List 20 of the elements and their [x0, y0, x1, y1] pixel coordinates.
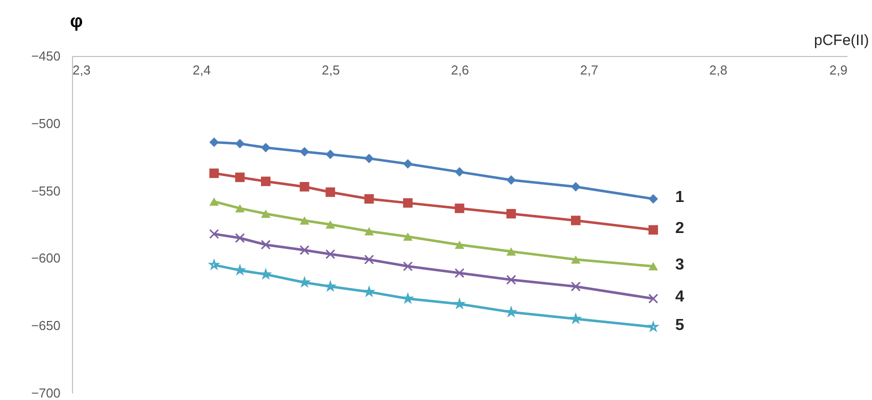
series-label: 3	[675, 256, 684, 274]
y-tick-label: −650	[31, 318, 60, 334]
x-tick-label: 2,7	[580, 62, 598, 78]
x-tick-label: 2,5	[322, 62, 340, 78]
series-label: 4	[675, 288, 684, 306]
x-tick-label: 2,6	[450, 62, 470, 78]
series-label: 5	[675, 316, 684, 334]
series-label: 1	[675, 188, 684, 206]
y-tick-label: −600	[31, 250, 60, 266]
x-tick-label: 2,9	[829, 62, 848, 78]
x-axis-title: pCFe(II)	[814, 32, 869, 49]
x-tick-label: 2,4	[192, 62, 211, 78]
series-label: 2	[675, 220, 684, 237]
y-tick-label: −500	[31, 116, 60, 131]
y-axis-title: φ	[70, 11, 83, 31]
x-tick-label: 2,3	[72, 62, 91, 78]
y-tick-label: −700	[31, 386, 60, 400]
x-tick-label: 2,8	[709, 62, 728, 78]
y-tick-label: −450	[31, 48, 60, 64]
y-tick-label: −550	[31, 183, 60, 198]
